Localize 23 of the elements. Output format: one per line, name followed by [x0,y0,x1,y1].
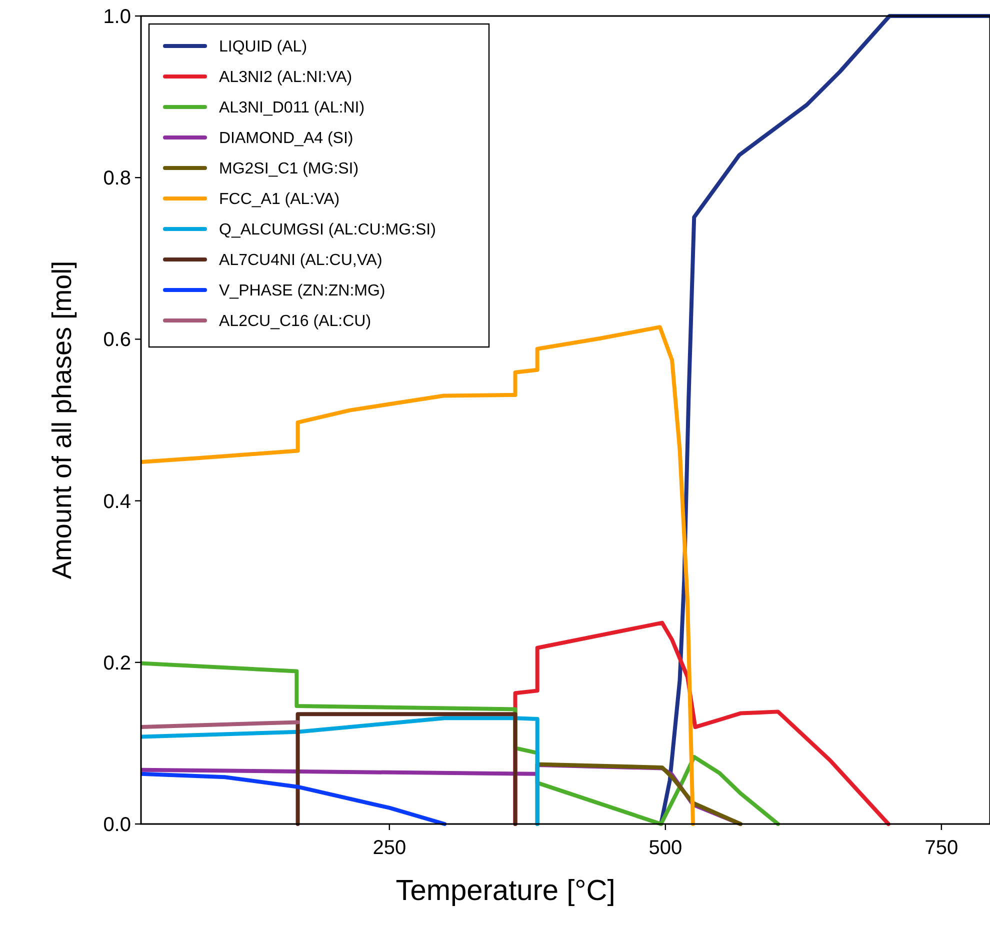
y-tick-label: 0.0 [103,814,131,836]
y-tick-label: 1.0 [103,6,131,28]
legend-label: FCC_A1 (AL:VA) [219,191,340,208]
legend-label: AL2CU_C16 (AL:CU) [219,313,372,330]
line-series [141,772,447,826]
y-tick-label: 0.2 [103,652,131,674]
legend-label: DIAMOND_A4 (SI) [219,130,354,147]
legend-label: AL7CU4NI (AL:CU,VA) [219,252,382,269]
legend-label: AL3NI_D011 (AL:NI) [219,100,365,116]
y-axis-title: Amount of all phases [mol] [47,260,77,580]
x-tick-label: 250 [372,837,406,859]
legend-label: LIQUID (AL) [219,38,308,56]
y-tick-label: 0.6 [103,329,131,352]
legend-label: MG2SI_C1 (MG:SI) [219,160,359,178]
x-tick-label: 750 [924,837,958,859]
legend-label: V_PHASE (ZN:ZN:MG) [219,282,386,300]
y-tick-label: 0.4 [103,490,131,513]
x-tick-label: 500 [648,837,682,859]
line-series [141,716,540,826]
legend-label: Q_ALCUMGSI (AL:CU:MG:SI) [219,222,436,238]
x-axis-title: Temperature [°C] [396,875,616,907]
legend-label: AL3NI2 (AL:NI:VA) [219,69,352,86]
y-tick-label: 0.8 [103,168,131,190]
